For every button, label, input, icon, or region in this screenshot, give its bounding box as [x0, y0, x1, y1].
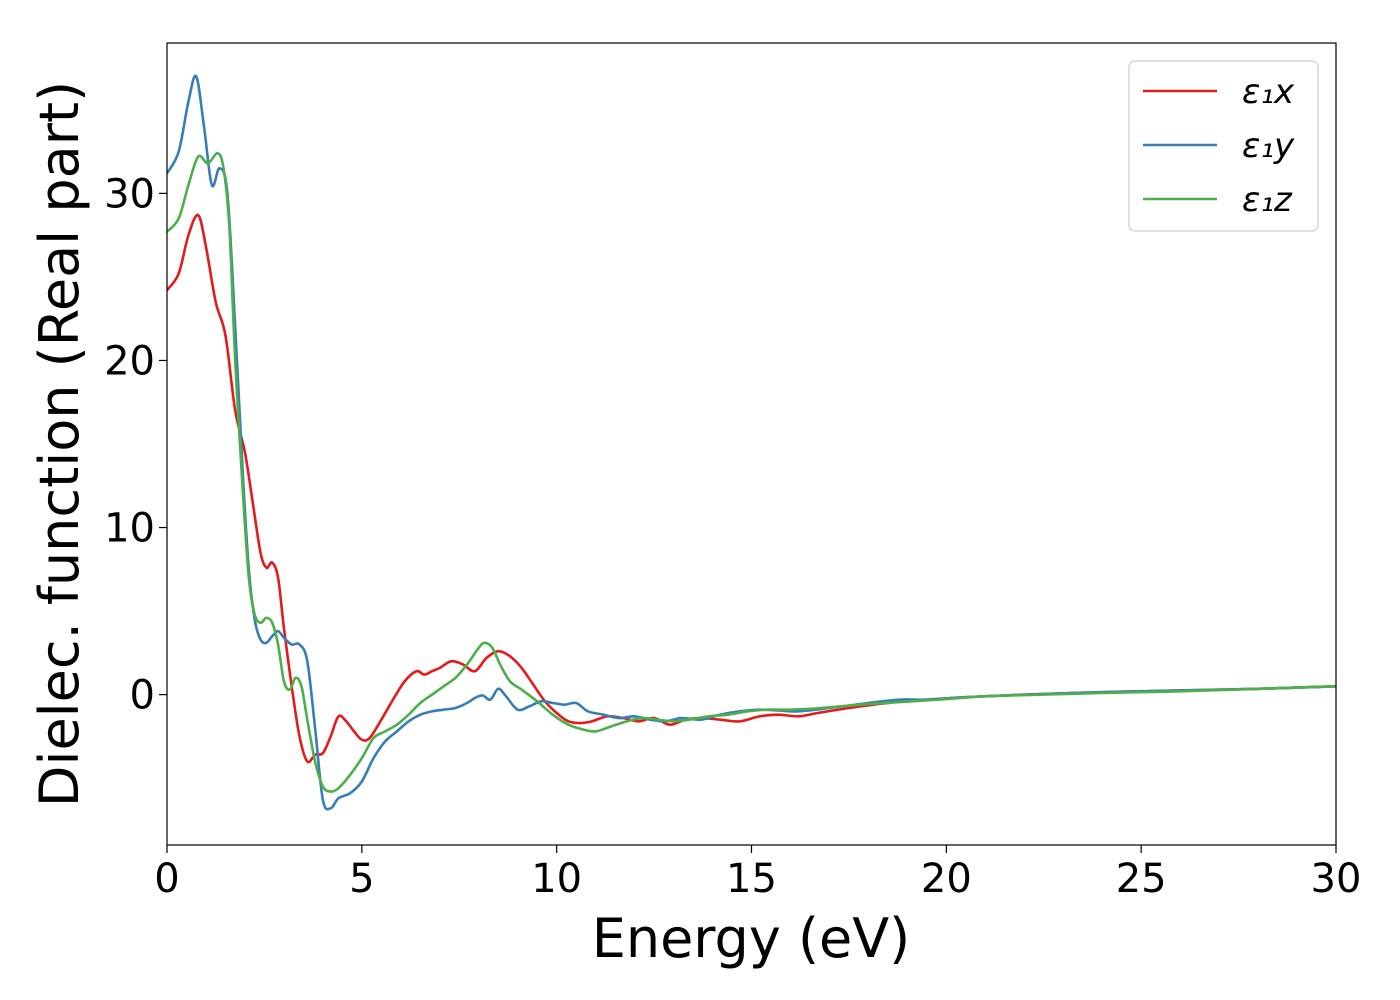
- y-axis: 0 10 20 30: [104, 171, 167, 719]
- x-axis: 0 5 10 15 20 25 30: [154, 845, 1361, 902]
- x-tick-label: 30: [1311, 856, 1362, 902]
- x-tick-label: 0: [154, 856, 179, 902]
- legend-label: ε₁x: [1242, 72, 1295, 112]
- legend-box: [1128, 60, 1319, 232]
- legend: ε₁x ε₁y ε₁z: [1128, 60, 1319, 232]
- y-axis-title: Dielec. function (Real part): [28, 81, 91, 807]
- x-tick-label: 5: [349, 856, 374, 902]
- series-layer: [167, 74, 1336, 811]
- x-tick-label: 20: [921, 856, 972, 902]
- legend-label: ε₁z: [1242, 180, 1293, 220]
- y-tick-label: 0: [130, 673, 155, 719]
- y-tick-label: 30: [104, 171, 155, 217]
- y-tick-label: 20: [104, 338, 155, 384]
- x-tick-label: 10: [531, 856, 582, 902]
- y-tick-label: 10: [104, 506, 155, 552]
- series-line-eps1x: [167, 213, 1336, 764]
- x-tick-label: 25: [1116, 856, 1167, 902]
- x-tick-label: 15: [726, 856, 777, 902]
- legend-label: ε₁y: [1242, 126, 1295, 166]
- x-axis-title: Energy (eV): [592, 907, 911, 970]
- series-line-eps1z: [167, 151, 1336, 793]
